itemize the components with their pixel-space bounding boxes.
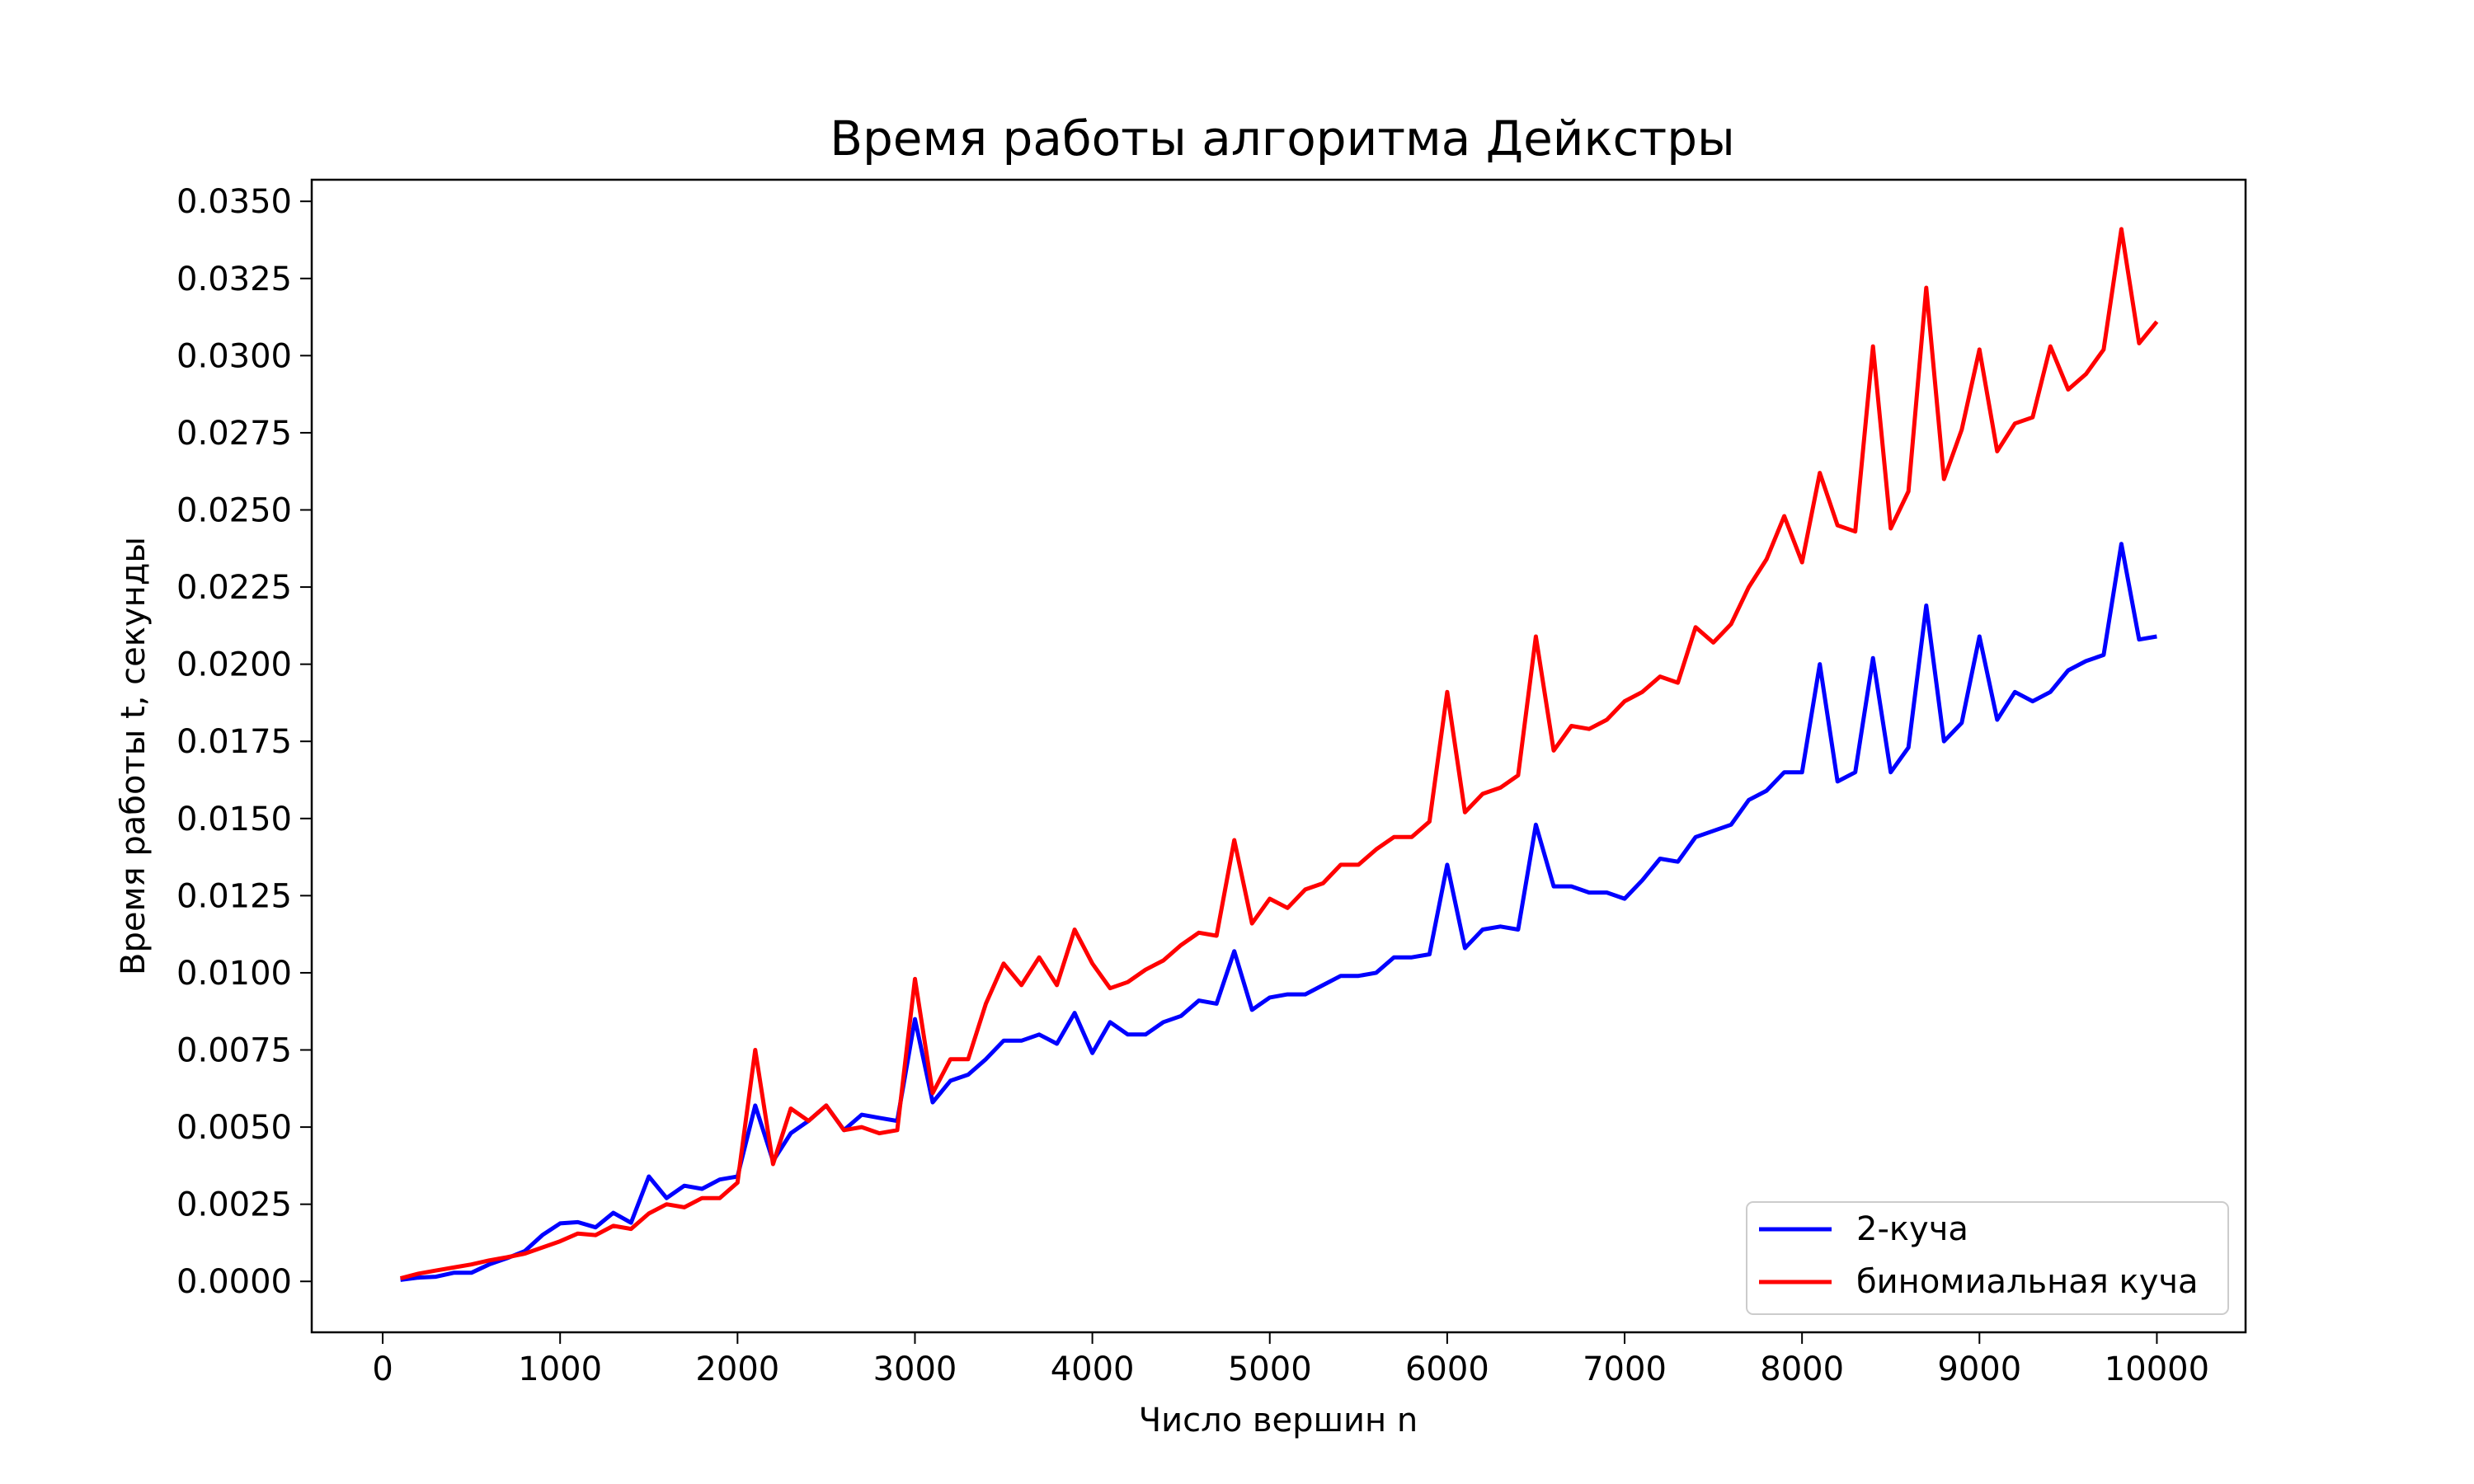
plot-frame	[310, 178, 2247, 1334]
legend-label-binomial-heap: биномиальная куча	[1856, 1263, 2199, 1301]
y-tick-label: 0.0200	[176, 646, 292, 684]
y-tick-label: 0.0325	[176, 261, 292, 298]
x-tick-label: 10000	[2105, 1350, 2209, 1388]
y-tick-label: 0.0350	[176, 183, 292, 221]
x-axis: 0 1000 2000 3000 4000 5000 6000 7000 8000 9000 100…	[372, 1332, 2209, 1388]
y-axis: 0.0000 0.0025 0.0050 0.0075 0.0100 0.0125 0.01…	[176, 183, 312, 1301]
y-tick-label: 0.0275	[176, 415, 292, 453]
x-tick-label: 2000	[695, 1350, 779, 1388]
x-tick-label: 1000	[518, 1350, 602, 1388]
y-tick-label: 0.0225	[176, 569, 292, 607]
y-tick-label: 0.0300	[176, 337, 292, 375]
y-tick-label: 0.0075	[176, 1032, 292, 1070]
legend-box	[1746, 1201, 2229, 1315]
x-axis-label: Число вершин n	[1139, 1402, 1418, 1439]
y-tick-label: 0.0175	[176, 723, 292, 761]
x-tick-label: 7000	[1583, 1350, 1667, 1388]
y-tick-label: 0.0050	[176, 1109, 292, 1147]
y-tick-label: 0.0100	[176, 955, 292, 993]
x-tick-label: 9000	[1937, 1350, 2021, 1388]
y-axis-label: Время работы t, секунды	[115, 537, 153, 975]
x-tick-label: 6000	[1405, 1350, 1489, 1388]
series-line-2-heap	[400, 542, 2157, 1282]
series-line-binomial-heap	[399, 227, 2159, 1280]
x-tick-label: 5000	[1228, 1350, 1312, 1388]
x-tick-label: 0	[372, 1350, 393, 1388]
chart-title: Время работы алгоритма Дейкстры	[830, 110, 1735, 167]
y-tick-label: 0.0150	[176, 801, 292, 838]
x-tick-label: 8000	[1760, 1350, 1844, 1388]
x-tick-label: 4000	[1051, 1350, 1135, 1388]
legend: 2-куча биномиальная куча	[1746, 1201, 2229, 1315]
x-tick-label: 3000	[873, 1350, 957, 1388]
y-tick-label: 0.0000	[176, 1263, 292, 1301]
y-tick-label: 0.0125	[176, 877, 292, 915]
legend-label-2-heap: 2-куча	[1856, 1210, 1968, 1248]
series-layer	[399, 227, 2159, 1282]
y-tick-label: 0.0250	[176, 491, 292, 529]
y-tick-label: 0.0025	[176, 1186, 292, 1224]
